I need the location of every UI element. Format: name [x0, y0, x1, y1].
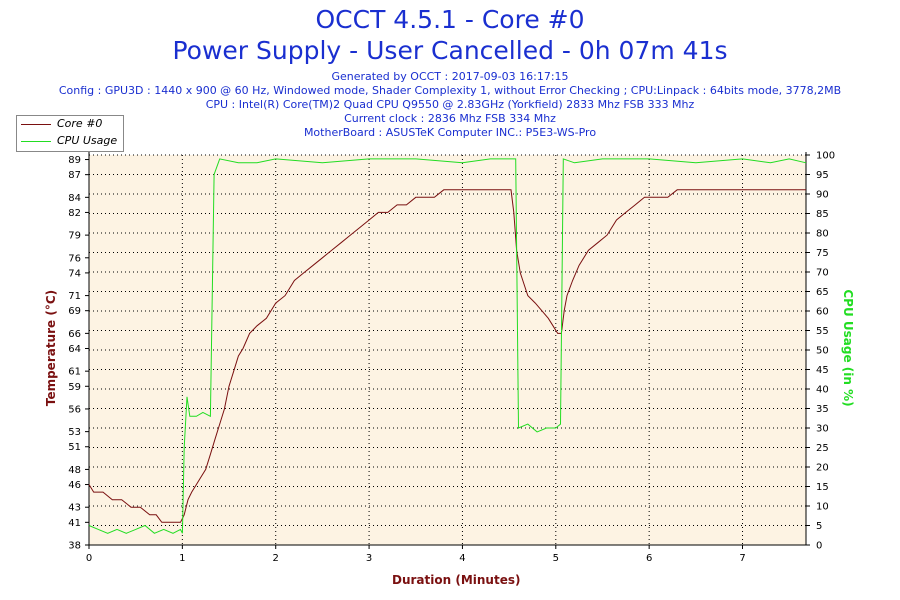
config-info: Config : GPU3D : 1440 x 900 @ 60 Hz, Win…: [58, 84, 842, 97]
y-right-tick-label: 70: [816, 268, 829, 279]
y-right-tick-label: 90: [816, 190, 829, 201]
legend-label-cpu-usage: CPU Usage: [57, 134, 118, 147]
y-left-tick-label: 87: [68, 170, 81, 181]
y-right-axis-title: CPU Usage (in %): [841, 289, 855, 407]
y-right-tick-label: 10: [816, 502, 829, 513]
x-tick-label: 7: [739, 553, 745, 564]
y-left-tick-label: 61: [68, 367, 81, 378]
y-left-tick-label: 74: [68, 268, 81, 279]
y-left-tick-label: 56: [68, 404, 81, 415]
x-tick-label: 4: [459, 553, 465, 564]
y-right-tick-label: 30: [816, 424, 829, 435]
y-left-tick-label: 64: [68, 344, 81, 355]
y-left-tick-label: 69: [68, 306, 81, 317]
y-left-tick-label: 53: [68, 427, 81, 438]
y-left-tick-label: 51: [68, 442, 81, 453]
y-left-tick-label: 82: [68, 208, 81, 219]
legend-swatch-temperature: [21, 124, 51, 125]
y-left-tick-label: 59: [68, 382, 81, 393]
y-right-tick-label: 100: [816, 151, 835, 162]
y-right-tick-label: 80: [816, 229, 829, 240]
x-tick-label: 3: [366, 553, 372, 564]
y-left-tick-label: 38: [68, 541, 81, 552]
generated-info: Generated by OCCT : 2017-09-03 16:17:15: [331, 70, 569, 83]
y-right-tick-label: 40: [816, 385, 829, 396]
y-right-tick-label: 85: [816, 209, 829, 220]
cpu-info: CPU : Intel(R) Core(TM)2 Quad CPU Q9550 …: [205, 98, 695, 111]
y-left-tick-label: 71: [68, 291, 81, 302]
x-tick-label: 1: [179, 553, 185, 564]
y-right-tick-label: 55: [816, 326, 829, 337]
y-left-tick-label: 76: [68, 253, 81, 264]
x-tick-label: 5: [553, 553, 559, 564]
motherboard-info: MotherBoard : ASUSTeK Computer INC.: P5E…: [303, 126, 597, 139]
y-left-tick-label: 48: [68, 465, 81, 476]
y-right-tick-label: 65: [816, 287, 829, 298]
series-cpu-usage-line: [88, 158, 807, 534]
x-tick-label: 6: [646, 553, 652, 564]
legend-swatch-cpu-usage: [21, 141, 51, 142]
y-left-tick-label: 84: [68, 193, 81, 204]
chart-subtitle: Power Supply - User Cancelled - 0h 07m 4…: [172, 36, 728, 65]
plot-area: [89, 155, 806, 545]
y-left-tick-label: 46: [68, 480, 81, 491]
y-right-tick-label: 15: [816, 482, 829, 493]
y-right-tick-label: 50: [816, 346, 829, 357]
y-right-tick-label: 75: [816, 248, 829, 259]
clock-info: Current clock : 2836 Mhz FSB 334 Mhz: [344, 112, 556, 125]
y-right-tick-label: 0: [816, 541, 822, 552]
y-left-axis-title: Temperature (°C): [44, 289, 58, 407]
y-right-tick-label: 5: [816, 521, 822, 532]
x-tick-label: 2: [273, 553, 279, 564]
y-right-tick-label: 45: [816, 365, 829, 376]
y-right-tick-label: 95: [816, 170, 829, 181]
y-left-tick-label: 79: [68, 231, 81, 242]
legend: Core #0 CPU Usage: [16, 115, 124, 152]
y-right-tick-label: 60: [816, 307, 829, 318]
y-left-tick-label: 43: [68, 503, 81, 514]
y-left-tick-label: 66: [68, 329, 81, 340]
x-tick-label: 0: [86, 553, 92, 564]
x-axis-title: Duration (Minutes): [392, 573, 521, 587]
series-temperature-line: [88, 189, 806, 523]
chart-title: OCCT 4.5.1 - Core #0: [315, 5, 585, 34]
y-right-tick-label: 25: [816, 443, 829, 454]
y-left-tick-label: 89: [68, 155, 81, 166]
y-right-tick-label: 20: [816, 463, 829, 474]
y-left-tick-label: 41: [68, 518, 81, 529]
legend-label-temperature: Core #0: [57, 117, 103, 130]
y-right-tick-label: 35: [816, 404, 829, 415]
